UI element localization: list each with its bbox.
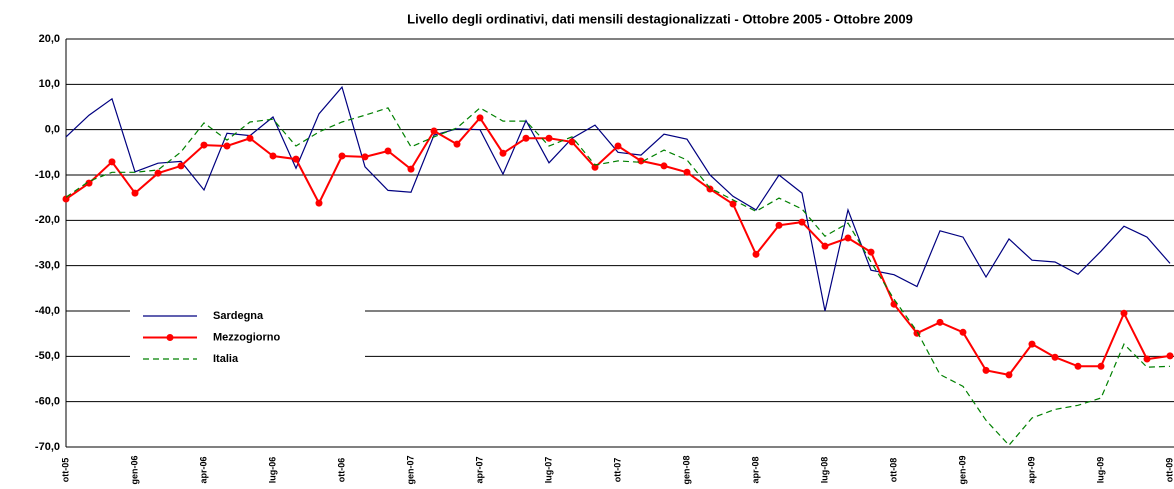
marker [591,163,599,171]
marker [821,242,829,250]
marker [453,140,461,148]
y-tick-label: -70,0 [35,441,60,453]
marker [315,199,323,207]
marker [338,152,346,160]
marker [384,147,392,155]
y-tick-label: -50,0 [35,350,60,362]
series-line [65,85,1171,312]
marker [844,234,852,242]
legend-label: Mezzogiorno [213,331,280,343]
marker [706,185,714,193]
legend-marker [166,334,174,341]
y-tick-label: -30,0 [35,260,60,272]
x-tick-label: apr-07 [474,456,484,483]
x-tick-label: lug-09 [1095,457,1105,484]
x-tick-label: ott-05 [60,458,70,483]
y-tick-label: -40,0 [35,305,60,317]
x-tick-label: ott-06 [336,458,346,483]
marker [1120,309,1128,317]
marker [545,134,553,142]
x-tick-label: gen-07 [405,455,415,484]
marker [798,218,806,226]
y-tick-label: -10,0 [35,169,60,181]
marker [85,179,93,187]
marker [108,158,116,166]
legend-label: Sardegna [213,310,264,322]
marker [131,189,139,197]
marker [62,195,70,203]
marker [499,149,507,157]
marker [867,248,875,256]
marker [1028,340,1036,348]
marker [614,142,622,150]
marker [223,142,231,150]
marker [407,165,415,173]
x-tick-label: lug-07 [543,457,553,484]
marker [430,127,438,135]
x-tick-label: apr-08 [750,456,760,483]
x-tick-label: apr-06 [198,456,208,483]
x-tick-label: ott-09 [1164,458,1174,483]
marker [1097,362,1105,370]
marker [729,200,737,208]
marker [1005,371,1013,379]
marker [936,318,944,326]
marker [568,138,576,146]
legend: Sardegna Mezzogiorno Italia [130,300,365,376]
x-tick-label: lug-08 [819,457,829,484]
marker [683,168,691,176]
marker [1074,362,1082,370]
x-tick-label: apr-09 [1026,456,1036,483]
marker [269,152,277,160]
marker [752,250,760,258]
marker [361,153,369,161]
legend-label: Italia [213,353,239,365]
marker [476,114,484,122]
series-line [65,107,1171,447]
y-tick-label: -60,0 [35,396,60,408]
marker [660,162,668,170]
marker [522,134,530,142]
marker [292,155,300,163]
marker [1166,352,1174,360]
marker [1143,355,1151,363]
marker [154,169,162,177]
marker [982,366,990,374]
marker [959,328,967,336]
marker [200,141,208,149]
x-tick-label: ott-08 [888,458,898,483]
marker [1051,353,1059,361]
y-tick-label: 10,0 [39,78,60,90]
x-tick-label: lug-06 [267,457,277,484]
x-tick-label: ott-07 [612,458,622,483]
chart-title: Livello degli ordinativi, dati mensili d… [407,11,913,26]
x-tick-label: gen-08 [681,455,691,484]
y-tick-label: 20,0 [39,33,60,45]
marker [775,221,783,229]
y-tick-label: 0,0 [45,124,60,136]
x-tick-label: gen-09 [957,455,967,484]
marker [246,134,254,142]
x-tick-label: gen-06 [129,455,139,484]
marker [637,157,645,165]
y-tick-label: -20,0 [35,214,60,226]
marker [177,162,185,170]
